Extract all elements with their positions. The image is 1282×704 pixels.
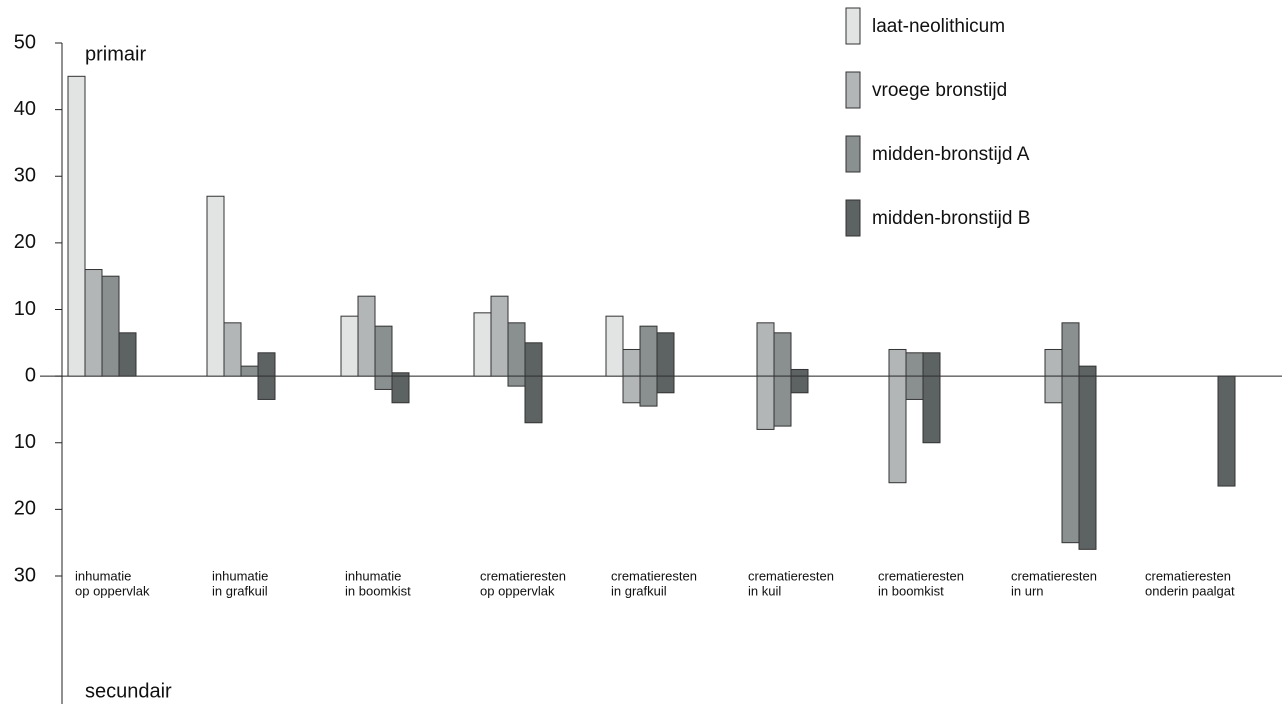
bar	[1061, 375, 1080, 544]
x-tick-label: in grafkuil	[212, 583, 268, 598]
bar	[1078, 375, 1097, 550]
bar	[67, 75, 86, 377]
bar	[490, 295, 509, 377]
bar	[1061, 322, 1080, 377]
y-tick-label: 0	[25, 364, 36, 386]
y-tick-label: 10	[14, 431, 36, 453]
y-tick-label: 40	[14, 98, 36, 120]
bar	[790, 375, 809, 394]
x-tick-label: inhumatie	[345, 568, 401, 583]
bar	[922, 375, 941, 444]
bar	[374, 375, 393, 390]
x-tick-label: op oppervlak	[480, 583, 555, 598]
bar	[622, 375, 641, 404]
bar	[118, 332, 137, 377]
bar	[1044, 348, 1063, 377]
bar	[524, 342, 543, 377]
legend-swatch	[845, 199, 861, 237]
bar	[756, 375, 775, 430]
bar	[524, 375, 543, 424]
bar	[656, 332, 675, 377]
y-tick-label: 10	[14, 298, 36, 320]
bar	[1078, 365, 1097, 377]
bar	[1044, 375, 1063, 404]
bar	[507, 322, 526, 377]
x-tick-label: in grafkuil	[611, 583, 667, 598]
x-tick-label: in boomkist	[345, 583, 411, 598]
bar	[340, 315, 359, 377]
bar	[391, 375, 410, 404]
bar	[639, 325, 658, 377]
bar	[357, 295, 376, 377]
bar	[473, 312, 492, 377]
bar	[922, 352, 941, 377]
annotation: secundair	[85, 680, 172, 702]
legend-swatch	[845, 135, 861, 173]
legend-label: midden-bronstijd B	[872, 208, 1030, 229]
bar	[790, 368, 809, 377]
bar	[756, 322, 775, 377]
x-tick-label: inhumatie	[75, 568, 131, 583]
bar	[605, 315, 624, 377]
legend-swatch	[845, 71, 861, 109]
x-tick-label: crematieresten	[1011, 568, 1097, 583]
bar	[773, 332, 792, 377]
bar	[905, 375, 924, 400]
x-tick-label: crematieresten	[480, 568, 566, 583]
bar	[888, 375, 907, 484]
y-tick-label: 30	[14, 564, 36, 586]
annotation: primair	[85, 43, 146, 65]
legend-label: laat-neolithicum	[872, 16, 1005, 37]
y-tick-label: 20	[14, 231, 36, 253]
bar	[622, 348, 641, 377]
legend-swatch	[845, 7, 861, 45]
bar	[773, 375, 792, 427]
bar	[84, 269, 103, 377]
x-tick-label: crematieresten	[878, 568, 964, 583]
x-tick-label: in urn	[1011, 583, 1044, 598]
bar	[656, 375, 675, 394]
bar	[223, 322, 242, 377]
bar	[888, 348, 907, 377]
x-tick-label: op oppervlak	[75, 583, 150, 598]
y-tick-label: 20	[14, 498, 36, 520]
bar	[639, 375, 658, 407]
bar	[206, 195, 225, 377]
x-tick-label: crematieresten	[1145, 568, 1231, 583]
x-tick-label: in kuil	[748, 583, 781, 598]
x-tick-label: crematieresten	[611, 568, 697, 583]
bar	[507, 375, 526, 387]
bar	[257, 375, 276, 400]
bar	[1217, 375, 1236, 487]
y-tick-label: 50	[14, 31, 36, 53]
x-tick-label: in boomkist	[878, 583, 944, 598]
legend-label: midden-bronstijd A	[872, 144, 1030, 165]
y-tick-label: 30	[14, 165, 36, 187]
bar	[905, 352, 924, 377]
x-tick-label: crematieresten	[748, 568, 834, 583]
x-tick-label: inhumatie	[212, 568, 268, 583]
bar	[374, 325, 393, 377]
bar	[257, 352, 276, 377]
x-tick-label: onderin paalgat	[1145, 583, 1235, 598]
bar	[240, 365, 259, 377]
legend-label: vroege bronstijd	[872, 80, 1007, 101]
bar	[101, 275, 120, 377]
